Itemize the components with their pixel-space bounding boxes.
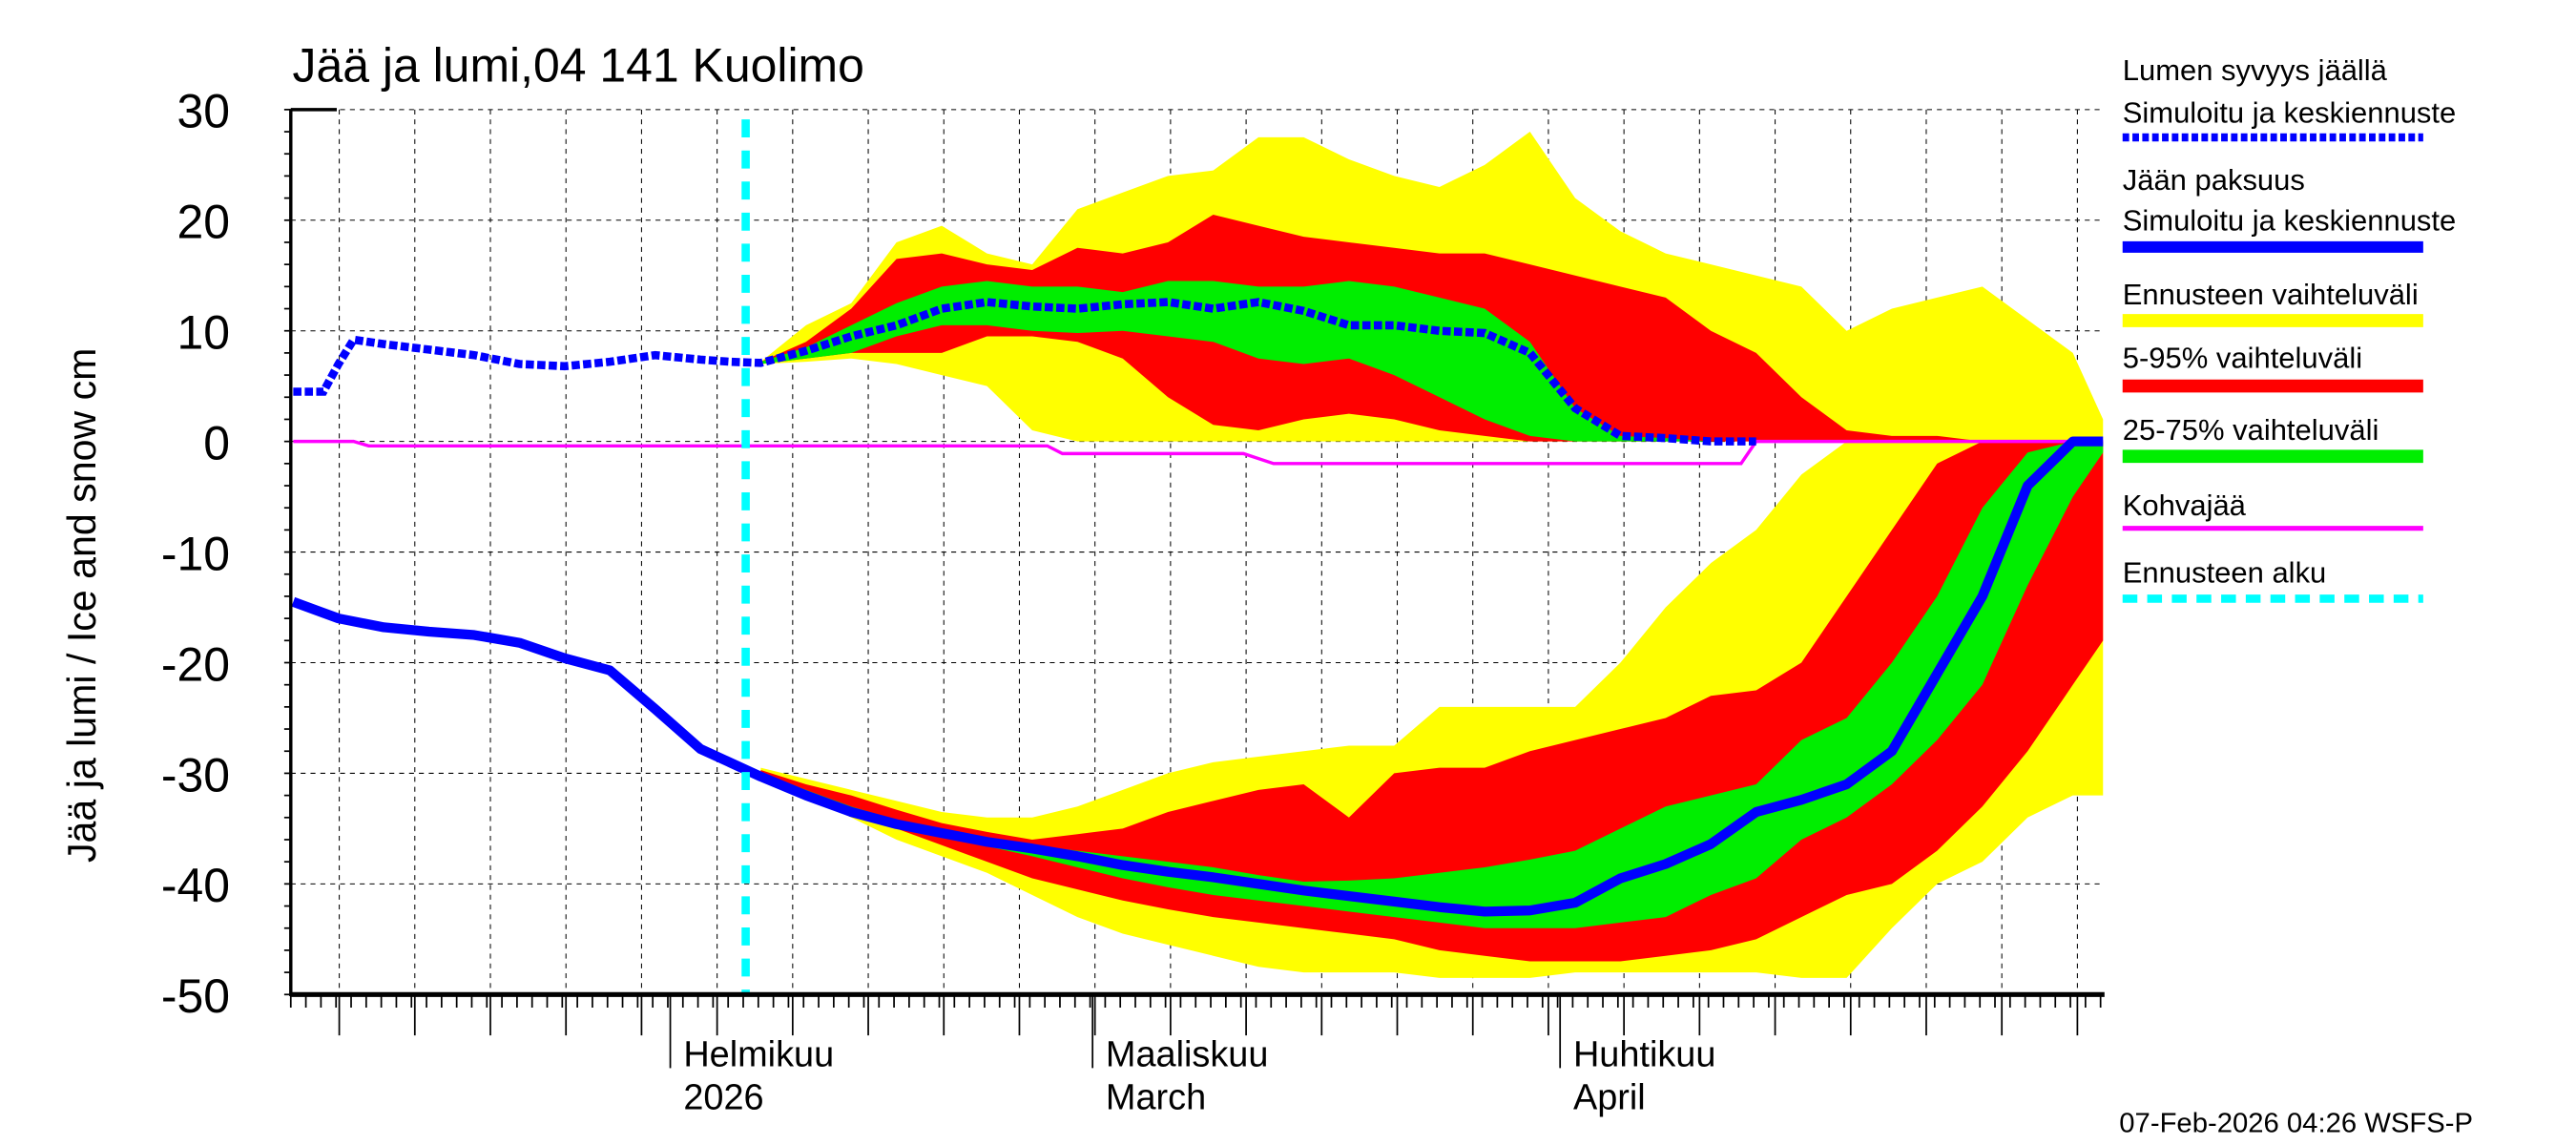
legend-label: Lumen syvyys jäällä [2123,53,2388,87]
legend-label: 25-75% vaihteluväli [2123,413,2379,447]
legend-label: Jään paksuus [2123,163,2305,197]
month-label: Maaliskuu [1106,1035,1268,1075]
y-tick-label: -10 [161,528,230,581]
y-tick-label: 30 [177,85,231,138]
forecast-bands [760,132,2104,978]
ice-thickness-line [291,436,2104,917]
y-tick-label: 20 [177,196,231,249]
legend-label: Ennusteen alku [2123,555,2327,589]
legend-sublabel: Simuloitu ja keskiennuste [2123,204,2457,238]
y-tick-label: 10 [177,306,231,360]
month-label: Huhtikuu [1573,1035,1715,1075]
chart-title: Jää ja lumi,04 141 Kuolimo [293,39,864,93]
y-axis-label: Jää ja lumi / Ice and snow cm [60,348,104,863]
month-label-secondary: March [1106,1077,1206,1117]
kohvajaa-line [293,439,2104,466]
y-tick-label: -20 [161,637,230,691]
legend: Lumen syvyys jäällä Simuloitu ja keskienn… [2123,53,2457,603]
legend-sublabel: Simuloitu ja keskiennuste [2123,96,2457,130]
y-tick-label: -50 [161,969,230,1023]
legend-label: 5-95% vaihteluväli [2123,342,2362,375]
month-label-secondary: 2026 [683,1077,763,1117]
y-tick-label: -40 [161,859,230,912]
month-label: Helmikuu [683,1035,834,1075]
y-tick-label: -30 [161,748,230,802]
snow-25-75-band [760,281,2104,442]
legend-label: Kohvajää [2123,489,2247,522]
footer-timestamp: 07-Feb-2026 04:26 WSFS-P [2119,1108,2473,1138]
month-label-secondary: April [1573,1077,1646,1117]
y-tick-label: 0 [203,417,230,470]
snow-depth-line [293,298,1756,446]
legend-label: Ennusteen vaihteluväli [2123,278,2419,311]
series-lines [291,119,2104,995]
